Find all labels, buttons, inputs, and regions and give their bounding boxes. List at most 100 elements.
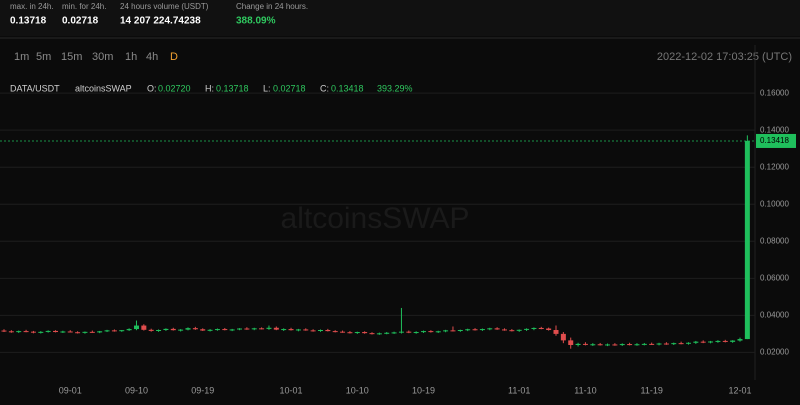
last-price-box — [756, 133, 796, 148]
stat-value: 388.09% — [236, 16, 276, 27]
candle-body — [207, 329, 213, 331]
candle-body — [421, 331, 427, 333]
candle-body — [53, 330, 59, 333]
candle-body — [45, 330, 51, 332]
x-tick-label: 10-01 — [280, 385, 303, 395]
candle-body — [575, 343, 581, 345]
candle-body — [737, 339, 743, 341]
legend-symbol: DATA/USDT — [10, 83, 60, 93]
candle-body — [325, 330, 331, 332]
candle-body — [450, 330, 456, 332]
candle-body — [605, 344, 611, 346]
legend-value: 0.02718 — [273, 83, 306, 93]
candle-body — [60, 331, 66, 333]
candle-body — [317, 330, 323, 331]
candle-body — [178, 329, 184, 331]
candle-body — [295, 329, 301, 331]
candle-body — [347, 332, 353, 334]
legend-value: 0.13418 — [331, 83, 364, 93]
x-tick-label: 09-01 — [59, 385, 82, 395]
candle-body — [501, 329, 507, 331]
candle-body — [693, 341, 699, 343]
stat-value: 0.13718 — [10, 16, 47, 27]
candle-body — [185, 328, 191, 330]
candle-body — [30, 331, 36, 333]
candle-body — [479, 329, 485, 331]
interval-button[interactable]: D — [170, 51, 178, 63]
stat-label: min. for 24h. — [62, 2, 106, 11]
datetime: 2022-12-02 17:03:25 (UTC) — [657, 51, 792, 63]
candle-body — [192, 328, 198, 330]
candle-body — [170, 328, 176, 331]
candle-body — [354, 332, 360, 334]
candle-body — [560, 333, 566, 341]
interval-button[interactable]: 5m — [36, 51, 51, 63]
candle-body — [163, 328, 169, 330]
candle-body — [259, 328, 265, 330]
legend-label: L: — [263, 83, 271, 93]
x-tick-label: 12-01 — [728, 385, 751, 395]
candle-body — [634, 344, 640, 346]
interval-button[interactable]: 1h — [125, 51, 137, 63]
candle-body — [376, 333, 382, 335]
candle-body — [715, 340, 721, 342]
y-tick-label: 0.10000 — [760, 199, 789, 208]
candle-body — [75, 332, 81, 334]
candle-body — [310, 330, 316, 332]
candle-body — [465, 329, 471, 331]
candle-body — [730, 340, 736, 342]
stats-bar — [0, 0, 800, 36]
legend-label: C: — [320, 83, 329, 93]
candle-body — [487, 328, 493, 330]
stat-value: 0.02718 — [62, 16, 99, 27]
x-tick-label: 09-10 — [125, 385, 148, 395]
candle-body — [531, 327, 537, 329]
interval-button[interactable]: 15m — [61, 51, 82, 63]
candle-body — [229, 329, 235, 331]
candle-body — [597, 344, 603, 346]
x-tick-label: 11-19 — [641, 385, 663, 395]
candle-body — [67, 331, 73, 333]
y-tick-label: 0.16000 — [760, 88, 789, 97]
candle-body — [428, 331, 434, 333]
candle-body — [722, 340, 728, 342]
x-tick-label: 11-01 — [508, 385, 530, 395]
candle-body — [656, 343, 662, 345]
candle-body — [1, 330, 7, 332]
candle-body — [141, 325, 147, 330]
candle-body — [457, 330, 463, 331]
candle-body — [303, 329, 309, 331]
candle-body — [524, 328, 530, 330]
legend-change: 393.29% — [377, 83, 413, 93]
candle-body — [273, 327, 279, 330]
interval-button[interactable]: 1m — [14, 51, 29, 63]
y-tick-label: 0.02000 — [760, 348, 789, 357]
interval-button[interactable]: 30m — [92, 51, 113, 63]
candle-body — [148, 329, 154, 331]
x-tick-label: 09-19 — [191, 385, 214, 395]
y-tick-label: 0.04000 — [760, 310, 789, 319]
candle-body — [627, 344, 633, 346]
candle-body — [744, 140, 750, 340]
y-tick-label: 0.08000 — [760, 236, 789, 245]
candle-body — [568, 340, 574, 345]
candle-body — [104, 330, 110, 332]
candle-body — [516, 329, 522, 331]
candle-body — [266, 327, 272, 329]
candle-body — [509, 330, 515, 332]
candle-body — [97, 331, 103, 333]
stat-label: 24 hours volume (USDT) — [120, 2, 209, 11]
candle-body — [590, 344, 596, 346]
candle-body — [288, 329, 294, 331]
candle-body — [8, 331, 14, 333]
candle-body — [700, 341, 706, 343]
candle-body — [82, 331, 88, 333]
candle-body — [619, 344, 625, 346]
candle-body — [156, 330, 162, 331]
candle-body — [678, 343, 684, 345]
interval-button[interactable]: 4h — [146, 51, 158, 63]
candle-body — [200, 329, 206, 331]
candle-body — [111, 330, 117, 332]
candle-body — [126, 329, 132, 331]
